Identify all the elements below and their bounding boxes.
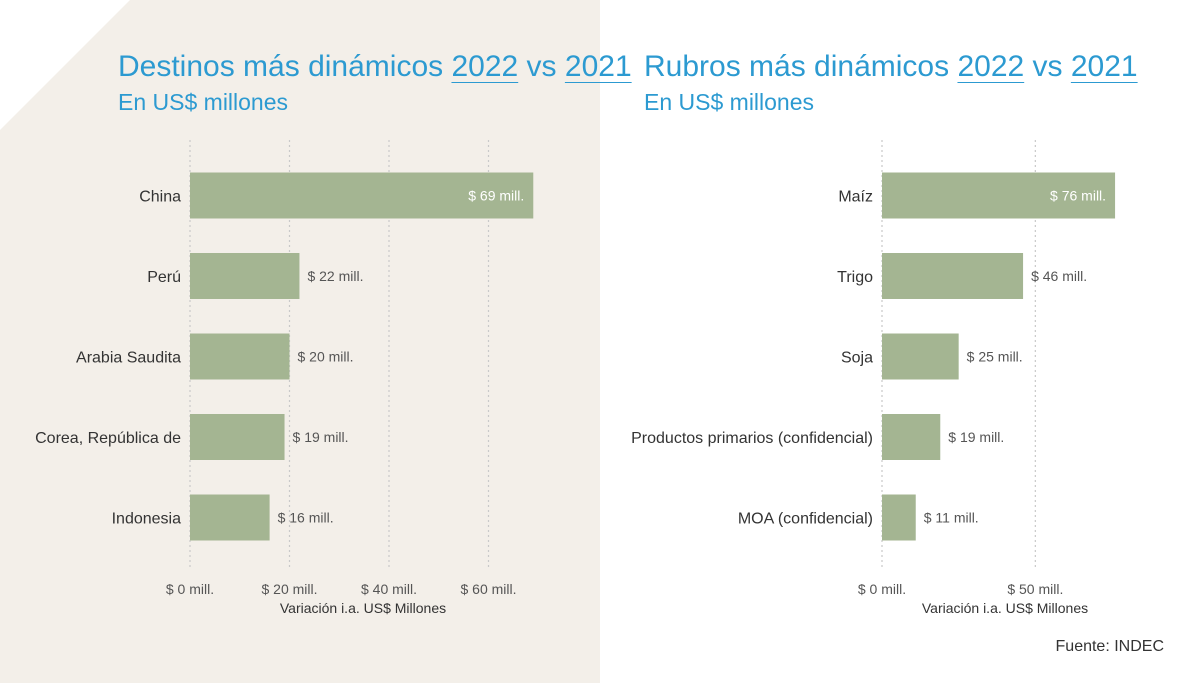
left-title-year-2021: 2021 [564, 50, 632, 83]
category-label: Corea, República de [35, 430, 181, 447]
category-label: MOA (confidencial) [738, 511, 873, 528]
data-label: $ 19 mill. [293, 429, 349, 445]
data-label: $ 11 mill. [924, 510, 979, 526]
category-label: Indonesia [112, 511, 181, 528]
right-title-part: vs [1024, 50, 1071, 83]
left-title-part: Destinos más dinámicos [118, 50, 452, 83]
source-note: Fuente: INDEC [1055, 638, 1164, 655]
data-label: $ 25 mill. [967, 349, 1023, 365]
tick-label: $ 60 mill. [460, 581, 516, 597]
right-title-part: Rubros más dinámicos [644, 50, 958, 83]
data-label: $ 76 mill. [1050, 188, 1106, 204]
category-label: Arabia Saudita [76, 350, 181, 367]
data-label: $ 16 mill. [278, 510, 334, 526]
bar [190, 414, 285, 460]
data-label: $ 20 mill. [298, 349, 354, 365]
destinations-bar-chart: China $ 69 mill. Perú $ 22 mill. Arabia Saud… [35, 140, 534, 616]
corner-fold-decoration [0, 0, 130, 130]
right-chart-title: Rubros más dinámicos 2022 vs 2021 [644, 50, 1138, 84]
left-title-year-2022: 2022 [451, 50, 519, 83]
left-chart-title: Destinos más dinámicos 2022 vs 2021 [118, 50, 632, 84]
right-chart-subtitle: En US$ millones [644, 89, 815, 115]
category-label: Trigo [837, 269, 873, 286]
bar [190, 494, 270, 541]
right-title-year-2021: 2021 [1070, 50, 1138, 83]
bar [190, 253, 300, 299]
tick-label: $ 50 mill. [1007, 581, 1063, 597]
tick-label: $ 20 mill. [261, 581, 317, 597]
bar [882, 494, 916, 541]
data-label: $ 69 mill. [468, 188, 524, 204]
tick-label: $ 0 mill. [858, 581, 906, 597]
data-label: $ 19 mill. [948, 429, 1004, 445]
axis-title: Variación i.a. US$ Millones [280, 600, 446, 616]
tick-label: $ 0 mill. [166, 581, 214, 597]
axis-title: Variación i.a. US$ Millones [922, 600, 1088, 616]
data-label: $ 46 mill. [1031, 268, 1087, 284]
bar [190, 333, 290, 380]
left-title-part: vs [518, 50, 565, 83]
category-label: Maíz [838, 189, 873, 206]
category-label: Perú [147, 269, 181, 286]
bar [882, 172, 1116, 219]
bar [882, 414, 941, 460]
category-label: China [139, 189, 181, 206]
bar [882, 253, 1024, 299]
bar [882, 333, 959, 380]
category-label: Productos primarios (confidencial) [631, 430, 873, 447]
data-label: $ 22 mill. [307, 268, 363, 284]
category-label: Soja [841, 350, 873, 367]
tick-label: $ 40 mill. [361, 581, 417, 597]
left-panel-background [0, 0, 600, 683]
right-title-year-2022: 2022 [957, 50, 1025, 83]
left-chart-subtitle: En US$ millones [118, 89, 289, 115]
bar [190, 172, 534, 219]
